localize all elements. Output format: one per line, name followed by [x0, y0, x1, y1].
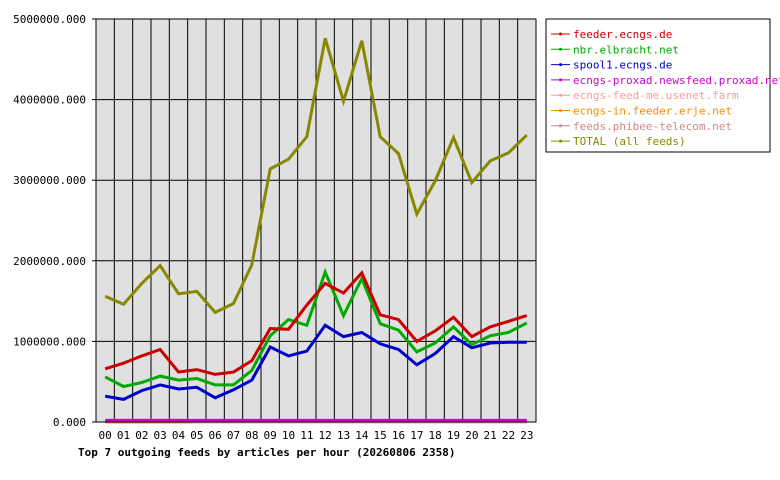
chart-title: Top 7 outgoing feeds by articles per hou…: [78, 446, 456, 459]
legend: feeder.ecngs.de nbr.elbracht.net spool1.ec…: [545, 18, 780, 153]
x-tick-label: 18: [429, 429, 442, 442]
y-tick-label: 2000000.000: [13, 255, 86, 268]
x-tick-label: 01: [117, 429, 130, 442]
legend-label: nbr.elbracht.net: [573, 43, 679, 56]
series-line: [104, 37, 528, 315]
legend-marker: [559, 109, 562, 112]
x-tick-label: 05: [190, 429, 203, 442]
legend-entry: TOTAL (all feeds): [551, 135, 686, 148]
y-tick-label: 3000000.000: [13, 174, 86, 187]
x-tick-label: 12: [319, 429, 332, 442]
series-line: [104, 270, 528, 376]
y-tick-label: 0.000: [53, 416, 86, 429]
x-tick-label: 03: [154, 429, 167, 442]
x-tick-label: 04: [172, 429, 186, 442]
legend-entry: ecngs-proxad.newsfeed.proxad.net: [551, 74, 780, 87]
plot-border: [95, 18, 537, 423]
x-tick-label: 20: [465, 429, 478, 442]
x-tick-label: 13: [337, 429, 350, 442]
legend-entry: ecngs-feed-me.usenet.farm: [551, 89, 739, 102]
x-tick-label: 02: [135, 429, 148, 442]
legend-entry: nbr.elbracht.net: [551, 43, 679, 56]
legend-label: feeds.phibee-telecom.net: [573, 120, 732, 133]
x-tick-label: 23: [520, 429, 533, 442]
legend-marker: [559, 93, 562, 97]
legend-entry: feeds.phibee-telecom.net: [551, 120, 732, 133]
legend-label: ecngs-in.feeder.erje.net: [573, 105, 732, 118]
legend-label: feeder.ecngs.de: [573, 28, 672, 41]
legend-label: spool1.ecngs.de: [573, 59, 672, 72]
y-axis: 0.000 1000000.000 2000000.000 3000000.000 40…: [13, 13, 96, 429]
y-tick-label: 1000000.000: [13, 335, 86, 348]
x-tick-label: 17: [410, 429, 423, 442]
legend-box: [545, 18, 771, 153]
x-tick-label: 16: [392, 429, 405, 442]
x-tick-label: 08: [245, 429, 258, 442]
legend-label: ecngs-proxad.newsfeed.proxad.net: [573, 74, 780, 87]
x-tick-label: 00: [99, 429, 112, 442]
x-tick-label: 15: [374, 429, 387, 442]
legend-entry: ecngs-in.feeder.erje.net: [551, 105, 732, 118]
legend-label: ecngs-feed-me.usenet.farm: [573, 89, 739, 102]
x-tick-label: 06: [209, 429, 222, 442]
legend-marker: [559, 63, 562, 67]
x-tick-label: 21: [484, 429, 497, 442]
x-axis: 00 01 02 03 04 05 06 07 08 09 10 11 12 13 14 15 16 17 18 19…: [99, 429, 534, 442]
legend-marker: [559, 139, 562, 143]
x-tick-label: 10: [282, 429, 295, 442]
y-tick-label: 5000000.000: [13, 13, 86, 26]
x-tick-label: 14: [355, 429, 369, 442]
legend-marker: [559, 32, 562, 36]
x-tick-label: 11: [300, 429, 313, 442]
legend-marker: [559, 124, 562, 128]
x-tick-label: 22: [502, 429, 515, 442]
x-tick-label: 07: [227, 429, 240, 442]
series-line: [104, 267, 528, 389]
y-tick-label: 4000000.000: [13, 94, 86, 107]
x-tick-label: 19: [447, 429, 460, 442]
x-tick-label: 09: [264, 429, 277, 442]
series-line: [104, 323, 527, 401]
legend-marker: [559, 78, 562, 82]
legend-entry: feeder.ecngs.de: [551, 28, 672, 41]
legend-entry: spool1.ecngs.de: [551, 59, 672, 72]
legend-label: TOTAL (all feeds): [573, 135, 686, 148]
legend-marker: [559, 47, 562, 51]
